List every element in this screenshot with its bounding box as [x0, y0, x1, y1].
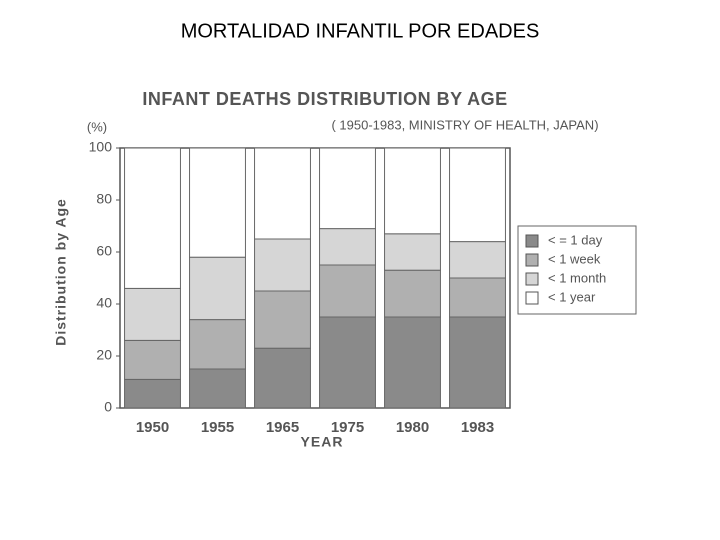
legend-swatch: [525, 253, 539, 267]
bar-segment: [189, 368, 246, 409]
legend-swatch: [525, 272, 539, 286]
y-axis-label: Distribution by Age: [53, 198, 69, 346]
bar-segment: [319, 264, 376, 318]
bar-segment: [319, 316, 376, 409]
x-tick-label: 1975: [331, 419, 364, 436]
bar-segment: [449, 277, 506, 318]
y-tick-label: 60: [96, 243, 112, 259]
bar-segment: [384, 316, 441, 409]
unit-label: (%): [87, 119, 107, 134]
legend-swatch: [525, 234, 539, 248]
legend-label: < = 1 day: [548, 232, 603, 247]
x-tick-label: 1965: [266, 419, 299, 436]
y-tick-label: 20: [96, 347, 112, 363]
y-tick-label: 40: [96, 295, 112, 311]
bar-segment: [384, 269, 441, 318]
bar-segment: [384, 233, 441, 271]
y-tick-label: 100: [89, 139, 113, 155]
bar-segment: [449, 241, 506, 279]
bar-segment: [189, 319, 246, 370]
bar-segment: [124, 339, 181, 380]
plot-frame: [119, 147, 511, 409]
bar-segment: [124, 287, 181, 341]
legend-label: < 1 week: [548, 251, 601, 266]
bar-segment: [449, 147, 506, 243]
x-tick-label: 1955: [201, 419, 234, 436]
bar-segment: [319, 228, 376, 266]
y-tick-label: 80: [96, 191, 112, 207]
bar-segment: [124, 378, 181, 409]
legend-box: [517, 225, 637, 315]
bar-segment: [189, 256, 246, 321]
x-tick-label: 1983: [461, 419, 494, 436]
y-tick-label: 0: [104, 399, 112, 415]
x-tick-label: 1950: [136, 419, 169, 436]
legend-label: < 1 month: [548, 270, 606, 285]
bar-segment: [124, 147, 181, 289]
bar-segment: [384, 147, 441, 235]
slide-title: MORTALIDAD INFANTIL POR EDADES: [181, 20, 540, 42]
bar-segment: [254, 290, 311, 349]
x-tick-label: 1980: [396, 419, 429, 436]
bar-segment: [254, 238, 311, 292]
legend-label: < 1 year: [548, 289, 596, 304]
bar-segment: [449, 316, 506, 409]
chart-title: INFANT DEATHS DISTRIBUTION BY AGE: [142, 89, 507, 109]
x-axis-label: YEAR: [301, 434, 344, 450]
bar-segment: [254, 147, 311, 240]
bar-segment: [254, 347, 311, 409]
chart-subtitle: ( 1950-1983, MINISTRY OF HEALTH, JAPAN): [331, 117, 598, 132]
legend-swatch: [525, 291, 539, 305]
bar-segment: [189, 147, 246, 258]
bar-segment: [319, 147, 376, 230]
